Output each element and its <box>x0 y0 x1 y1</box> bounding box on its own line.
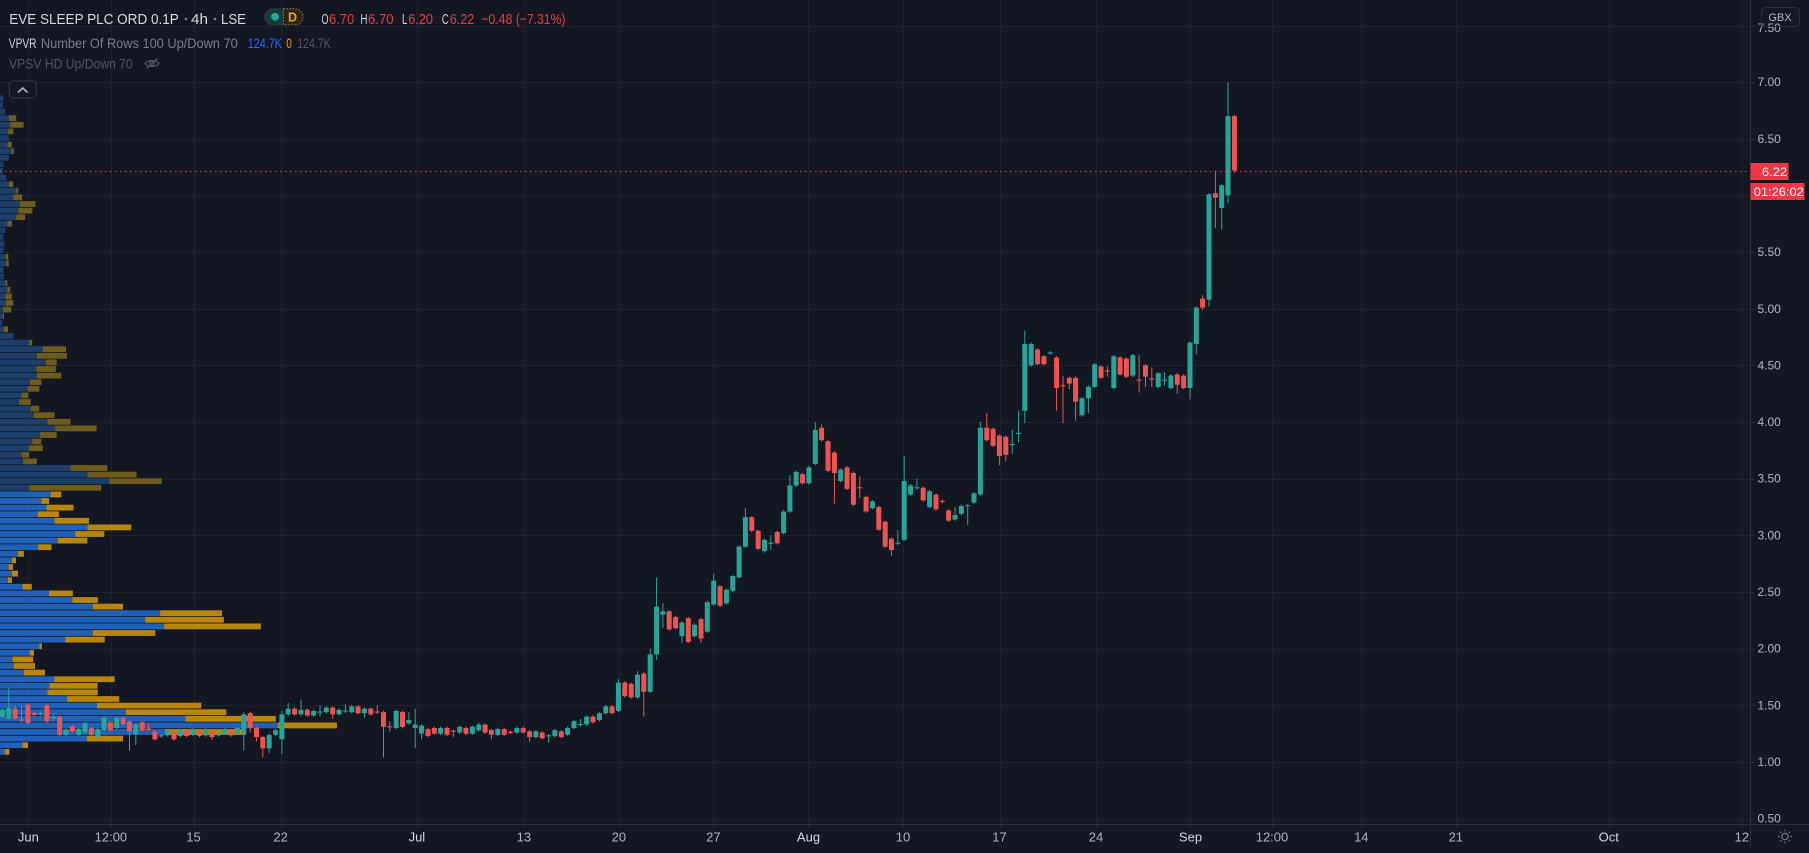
svg-text:5.50: 5.50 <box>1758 245 1782 259</box>
svg-text:Sep: Sep <box>1179 830 1202 845</box>
svg-text:2.50: 2.50 <box>1758 585 1782 599</box>
svg-text:124.7K: 124.7K <box>297 35 331 51</box>
svg-text:Aug: Aug <box>797 830 820 845</box>
svg-text:6.22: 6.22 <box>450 12 475 28</box>
svg-text:−0.48: −0.48 <box>481 12 512 28</box>
svg-text:GBX: GBX <box>1768 12 1792 24</box>
svg-text:17: 17 <box>992 830 1006 845</box>
svg-text:20: 20 <box>612 830 626 845</box>
svg-text:12: 12 <box>1735 830 1749 845</box>
svg-text:22: 22 <box>273 830 287 845</box>
svg-text:10: 10 <box>896 830 910 845</box>
svg-text:5.00: 5.00 <box>1758 302 1782 316</box>
svg-text:Jun: Jun <box>18 830 39 845</box>
svg-text:H: H <box>360 12 367 28</box>
svg-text:12:00: 12:00 <box>95 830 128 845</box>
svg-text:24: 24 <box>1089 830 1103 845</box>
svg-text:6.70: 6.70 <box>329 12 354 28</box>
svg-text:4.50: 4.50 <box>1758 358 1782 372</box>
svg-text:0.50: 0.50 <box>1758 812 1782 826</box>
svg-text:6.22: 6.22 <box>1762 165 1787 179</box>
svg-text:Number Of Rows 100 Up/Down 70: Number Of Rows 100 Up/Down 70 <box>41 35 238 51</box>
svg-text:1.00: 1.00 <box>1758 755 1782 769</box>
svg-text:3.50: 3.50 <box>1758 472 1782 486</box>
svg-text:13: 13 <box>517 830 531 845</box>
svg-text:4.00: 4.00 <box>1758 415 1782 429</box>
svg-text:6.50: 6.50 <box>1758 132 1782 146</box>
svg-text:2.00: 2.00 <box>1758 642 1782 656</box>
svg-text:C: C <box>442 12 449 28</box>
svg-text:6.20: 6.20 <box>408 12 433 28</box>
svg-text:LSE: LSE <box>221 12 246 28</box>
svg-text:0: 0 <box>286 35 292 51</box>
svg-text:14: 14 <box>1354 830 1368 845</box>
svg-text:VPSV HD Up/Down 70: VPSV HD Up/Down 70 <box>9 56 133 72</box>
svg-text:7.00: 7.00 <box>1758 75 1782 89</box>
svg-text:01:26:02: 01:26:02 <box>1754 185 1804 199</box>
svg-text:O: O <box>322 12 329 28</box>
svg-text:L: L <box>402 12 407 28</box>
svg-text:D: D <box>288 10 297 24</box>
svg-text:6.70: 6.70 <box>368 12 394 28</box>
svg-text:EVE SLEEP PLC ORD 0.1P: EVE SLEEP PLC ORD 0.1P <box>9 12 179 28</box>
svg-text:4h: 4h <box>191 12 208 28</box>
svg-text:15: 15 <box>186 830 200 845</box>
svg-text:3.00: 3.00 <box>1758 528 1782 542</box>
svg-text:12:00: 12:00 <box>1256 830 1289 845</box>
svg-text:Oct: Oct <box>1599 830 1620 845</box>
svg-text:124.7K: 124.7K <box>248 35 283 51</box>
svg-text:VPVR: VPVR <box>9 35 37 51</box>
svg-text:1.50: 1.50 <box>1758 698 1782 712</box>
svg-text:27: 27 <box>706 830 720 845</box>
svg-text:7.50: 7.50 <box>1758 21 1782 35</box>
svg-text:21: 21 <box>1449 830 1463 845</box>
svg-text:(−7.31%): (−7.31%) <box>516 12 566 28</box>
svg-text:Jul: Jul <box>409 830 426 845</box>
